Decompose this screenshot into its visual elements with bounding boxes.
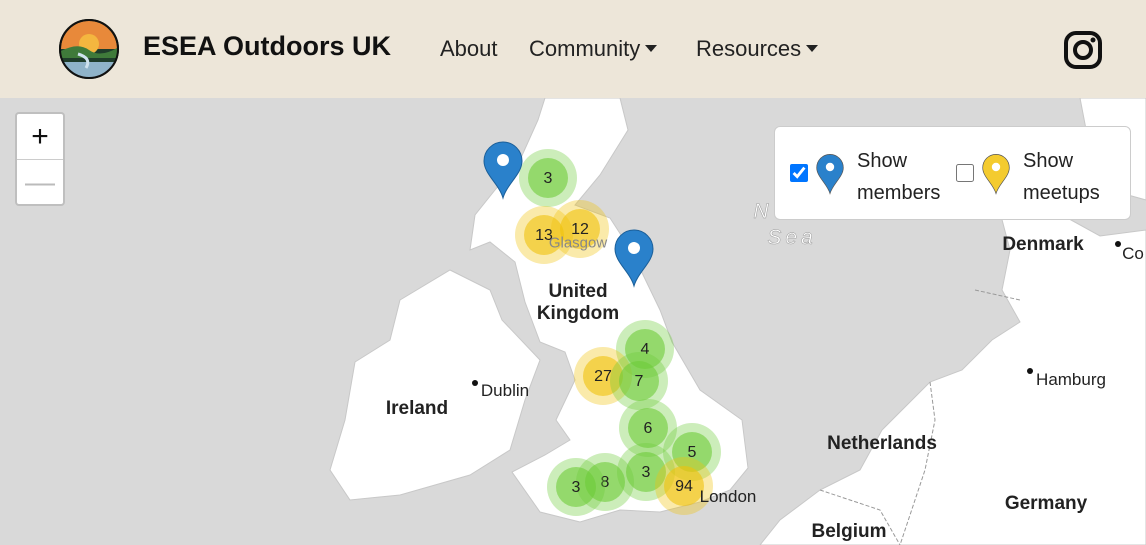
zoom-out[interactable]: — — [25, 166, 55, 199]
cluster-core — [626, 452, 666, 492]
cluster-count: 5 — [688, 444, 697, 461]
border — [974, 289, 1021, 301]
map-label: Sea — [767, 226, 817, 250]
cluster-core — [625, 329, 665, 369]
logo[interactable] — [58, 18, 120, 80]
map-label: Co — [1122, 244, 1144, 263]
dropdown-caret — [806, 45, 819, 52]
pin-shape — [816, 154, 844, 195]
cluster-core — [619, 361, 659, 401]
pin-dot — [825, 162, 835, 172]
cluster[interactable]: 94 — [655, 457, 713, 515]
navbar: ESEA Outdoors UK About Community Resources — [0, 0, 1146, 98]
legend-checkbox[interactable] — [956, 164, 974, 182]
cluster-count: 3 — [642, 464, 651, 481]
cluster[interactable]: 3 — [547, 458, 605, 516]
cluster-count: 8 — [601, 474, 610, 491]
cluster[interactable]: 27 — [574, 347, 632, 405]
land — [759, 199, 1146, 545]
legend-pin — [982, 154, 1010, 195]
nav-link[interactable]: Community — [529, 36, 658, 62]
map-label: Glasgow — [548, 234, 608, 252]
map-label: Dublin — [480, 381, 530, 400]
zoom-control: + — — [15, 112, 65, 206]
cluster-count: 6 — [644, 420, 653, 437]
border — [819, 489, 901, 545]
dropdown-caret — [645, 45, 658, 52]
instagram-icon[interactable] — [1063, 30, 1103, 70]
cluster[interactable]: 5 — [663, 423, 721, 481]
member-pin[interactable] — [614, 229, 654, 288]
cluster-count: 7 — [635, 373, 644, 390]
cluster[interactable]: 7 — [610, 352, 668, 410]
legend-label: Show members — [857, 150, 941, 204]
map-label: Netherlands — [827, 433, 937, 454]
map-label: Hamburg — [1036, 370, 1106, 389]
cluster[interactable]: 3 — [519, 149, 577, 207]
map-label: Belgium — [811, 521, 887, 542]
map-label: N — [753, 200, 773, 224]
legend-pin — [816, 154, 844, 195]
cluster[interactable]: 13 — [515, 206, 573, 264]
nav-link[interactable]: Resources — [696, 36, 819, 62]
cluster-count: 27 — [594, 368, 612, 385]
cluster-count: 3 — [572, 479, 581, 496]
cluster-core — [664, 466, 704, 506]
zoom-in[interactable]: + — [17, 114, 63, 160]
cluster-count: 12 — [571, 221, 589, 238]
cluster-count: 4 — [641, 341, 650, 358]
cluster[interactable]: 3 — [617, 443, 675, 501]
map[interactable]: 3 13 12 4 27 7 6 5 8 3 3 94 N Sea Denmark Co Glasgow Uni… — [0, 98, 1146, 545]
cluster-count: 94 — [675, 478, 693, 495]
map-label: United Kingdom — [536, 281, 620, 324]
nav-link-text[interactable]: Community — [529, 36, 641, 61]
cluster[interactable]: 12 — [551, 200, 609, 258]
cluster-core — [528, 158, 568, 198]
nav-link[interactable]: About — [440, 36, 498, 62]
city-dot — [1115, 241, 1121, 247]
cluster-core — [583, 356, 623, 396]
cluster-core — [560, 209, 600, 249]
map-canvas: 3 13 12 4 27 7 6 5 8 3 3 94 — [329, 98, 1146, 545]
cluster-count: 13 — [535, 227, 553, 244]
map-label: Germany — [1004, 493, 1088, 514]
cluster-core — [672, 432, 712, 472]
cluster-core — [556, 467, 596, 507]
map-label: Denmark — [1002, 234, 1084, 255]
land — [329, 269, 541, 501]
pin-shape — [982, 154, 1010, 195]
legend-checkbox[interactable] — [790, 164, 808, 182]
legend-label: Show meetups — [1023, 150, 1100, 204]
city-dot — [472, 380, 478, 386]
city-dot — [1027, 368, 1033, 374]
map-label: London — [699, 487, 757, 506]
cluster-count: 3 — [544, 170, 553, 187]
cluster-core — [628, 408, 668, 448]
brand[interactable]: ESEA Outdoors UK — [143, 31, 392, 61]
map-label: Ireland — [385, 398, 449, 419]
pin-dot — [991, 162, 1001, 172]
nav-link-text[interactable]: Resources — [696, 36, 802, 61]
cluster-core — [524, 215, 564, 255]
border — [899, 381, 936, 545]
member-pin[interactable] — [483, 141, 523, 200]
legend: Show members Show meetups — [774, 126, 1131, 220]
cluster[interactable]: 6 — [619, 399, 677, 457]
nav-link-text[interactable]: About — [440, 36, 498, 61]
